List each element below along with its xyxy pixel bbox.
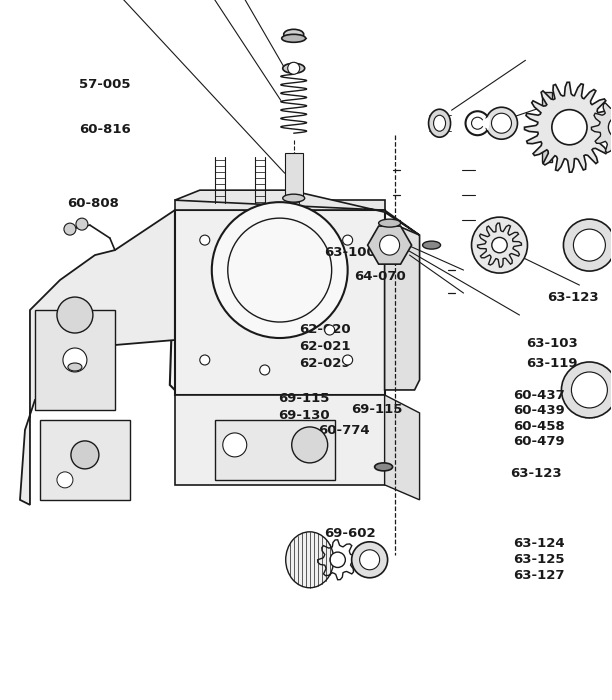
Bar <box>175 210 384 395</box>
Circle shape <box>471 117 483 130</box>
Text: 63-123: 63-123 <box>547 291 599 304</box>
Circle shape <box>259 365 270 375</box>
Circle shape <box>343 235 353 245</box>
Circle shape <box>64 223 76 235</box>
Bar <box>285 153 303 197</box>
Circle shape <box>573 229 605 261</box>
Circle shape <box>564 219 612 271</box>
Ellipse shape <box>433 116 446 131</box>
Circle shape <box>200 235 210 245</box>
Circle shape <box>491 113 512 133</box>
Circle shape <box>57 472 73 488</box>
Ellipse shape <box>283 63 305 74</box>
Circle shape <box>608 116 612 138</box>
Circle shape <box>492 237 507 253</box>
Bar <box>40 420 130 500</box>
Circle shape <box>352 542 387 578</box>
Polygon shape <box>368 226 412 264</box>
Text: 63-125: 63-125 <box>513 553 565 566</box>
Circle shape <box>63 348 87 372</box>
Bar <box>35 310 115 410</box>
Text: 60-437: 60-437 <box>513 389 565 402</box>
Circle shape <box>292 427 327 463</box>
Circle shape <box>76 218 88 230</box>
Circle shape <box>200 355 210 365</box>
Circle shape <box>485 107 518 139</box>
Bar <box>542 92 553 162</box>
Ellipse shape <box>375 463 393 471</box>
Text: 63-103: 63-103 <box>526 337 578 349</box>
Text: 60-816: 60-816 <box>80 123 131 136</box>
Circle shape <box>561 362 612 418</box>
Circle shape <box>325 325 335 335</box>
Text: 57-005: 57-005 <box>80 78 131 91</box>
Text: 62-020: 62-020 <box>300 323 351 335</box>
Wedge shape <box>477 117 490 130</box>
Ellipse shape <box>68 363 82 371</box>
Text: 60-458: 60-458 <box>513 420 565 433</box>
Text: 64-070: 64-070 <box>354 270 406 283</box>
Circle shape <box>288 62 300 74</box>
Ellipse shape <box>282 34 305 42</box>
Ellipse shape <box>284 29 304 39</box>
Polygon shape <box>524 83 612 172</box>
Text: 63-119: 63-119 <box>526 358 577 370</box>
Circle shape <box>360 550 379 570</box>
Text: 69-602: 69-602 <box>324 526 376 540</box>
Bar <box>215 420 335 480</box>
Bar <box>175 395 384 485</box>
Ellipse shape <box>428 109 450 137</box>
Circle shape <box>572 372 607 408</box>
Polygon shape <box>20 210 175 505</box>
Text: 62-021: 62-021 <box>300 340 351 353</box>
Circle shape <box>57 297 93 333</box>
Ellipse shape <box>283 194 305 202</box>
Circle shape <box>552 110 587 145</box>
Circle shape <box>71 441 99 469</box>
Polygon shape <box>170 215 390 390</box>
Text: 60-774: 60-774 <box>318 424 370 437</box>
Text: 69-115: 69-115 <box>278 393 329 405</box>
Text: 63-127: 63-127 <box>513 569 565 582</box>
Text: 60-439: 60-439 <box>513 405 565 417</box>
Circle shape <box>379 235 400 255</box>
Ellipse shape <box>379 219 401 227</box>
Polygon shape <box>591 99 612 155</box>
Circle shape <box>471 217 528 273</box>
Text: 69-115: 69-115 <box>351 403 403 416</box>
Text: 63-100: 63-100 <box>324 246 376 258</box>
Text: 62-029: 62-029 <box>300 358 351 370</box>
Text: 63-123: 63-123 <box>510 468 562 480</box>
Bar <box>175 200 384 210</box>
Polygon shape <box>175 190 420 235</box>
Text: 63-124: 63-124 <box>513 537 565 550</box>
Circle shape <box>343 355 353 365</box>
Text: 60-479: 60-479 <box>513 435 565 448</box>
Polygon shape <box>384 220 420 390</box>
Text: 69-130: 69-130 <box>278 409 330 421</box>
Circle shape <box>330 552 345 568</box>
Polygon shape <box>384 395 420 500</box>
Ellipse shape <box>286 532 334 588</box>
Ellipse shape <box>422 241 441 249</box>
Circle shape <box>212 202 348 338</box>
Text: 60-808: 60-808 <box>67 197 119 209</box>
Circle shape <box>223 433 247 457</box>
